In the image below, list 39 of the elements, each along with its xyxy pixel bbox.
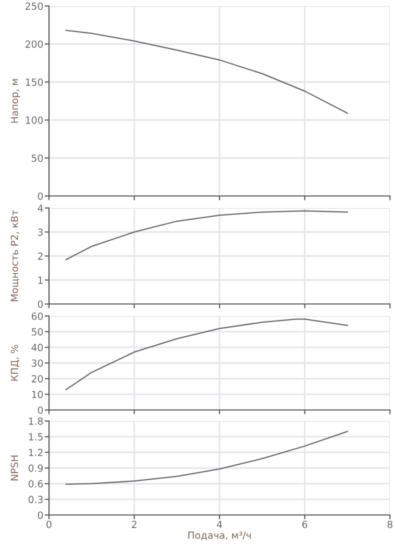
x-tick-label: 8: [388, 520, 392, 528]
y-axis-title: NPSH: [10, 456, 18, 480]
y-tick-label: 2: [38, 252, 42, 260]
line-series: [65, 318, 348, 390]
y-tick-label: 40: [32, 344, 43, 352]
x-axis-title: Подача, м³/ч: [188, 532, 251, 540]
y-tick-label: 150: [26, 78, 43, 86]
y-tick-label: 1.5: [29, 433, 43, 440]
line-series: [65, 210, 348, 260]
y-tick-label: 10: [32, 390, 43, 398]
y-tick-label: 60: [32, 312, 43, 320]
y-tick-label: 4: [38, 204, 43, 212]
y-tick-label: 1.8: [29, 417, 43, 425]
y-tick-label: 1: [38, 276, 43, 284]
x-tick-label: 2: [132, 520, 136, 528]
x-tick-label: 0: [46, 520, 52, 528]
y-tick-label: 0: [38, 511, 43, 519]
y-tick-label: 1.2: [29, 448, 42, 456]
y-tick-label: 20: [32, 375, 43, 382]
y-tick-label: 3: [38, 228, 43, 236]
y-tick-label: 0: [38, 300, 43, 308]
y-tick-label: 100: [26, 116, 43, 124]
y-tick-label: 0.3: [28, 496, 43, 504]
y-tick-label: 200: [26, 40, 43, 48]
y-tick-label: 0.6: [28, 480, 43, 488]
y-axis-title: Мощность P2, кВт: [10, 210, 20, 302]
line-series: [65, 430, 348, 485]
y-tick-label: 0: [38, 406, 43, 414]
y-tick-label: 250: [26, 2, 43, 10]
y-tick-label: 50: [32, 154, 43, 162]
y-tick-label: 0.9: [28, 464, 43, 472]
y-axis-title: Напор, м: [10, 79, 20, 123]
y-tick-label: 50: [32, 328, 43, 336]
x-tick-label: 4: [216, 520, 222, 528]
y-tick-label: 0: [38, 192, 43, 200]
x-tick-label: 6: [302, 520, 308, 528]
y-tick-label: 30: [32, 359, 43, 367]
y-axis-title: КПД, %: [10, 344, 20, 381]
line-series: [65, 30, 348, 114]
